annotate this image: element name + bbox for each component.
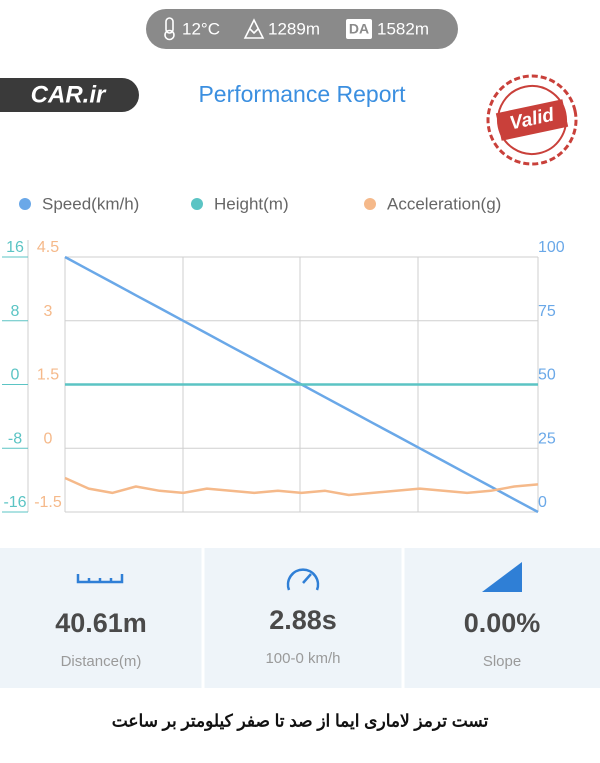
- y-tick-label: 25: [538, 430, 556, 447]
- thermometer-icon: [164, 17, 175, 41]
- legend-dot: [364, 198, 376, 210]
- stat-label: 100-0 km/h: [265, 650, 340, 667]
- density-altitude: 1582m: [377, 19, 429, 38]
- stamp: [486, 74, 578, 166]
- stat-value: 0.00%: [464, 608, 541, 638]
- altitude: 1289m: [268, 19, 320, 38]
- legend-label: Height(m): [214, 194, 289, 213]
- y3-tick-label: 1.5: [37, 367, 59, 384]
- temperature: 12°C: [182, 19, 220, 38]
- y-tick-label: 75: [538, 303, 556, 320]
- da-badge: DA: [349, 21, 369, 37]
- legend-dot: [19, 198, 31, 210]
- y3-tick-label: 4.5: [37, 239, 59, 256]
- ruler-icon: [76, 574, 124, 584]
- y2-tick-label: 0: [11, 367, 20, 384]
- y3-tick-label: 3: [44, 303, 53, 320]
- stat-value: 2.88s: [269, 605, 337, 635]
- y2-tick-label: 16: [6, 239, 24, 256]
- y-tick-label: 50: [538, 367, 556, 384]
- y-tick-label: 0: [538, 494, 547, 511]
- logo: CAR.ir: [31, 81, 107, 108]
- logo-bg: [0, 78, 139, 112]
- y2-tick-label: 8: [11, 303, 20, 320]
- y-tick-label: 100: [538, 239, 565, 256]
- stats-panel: [0, 548, 600, 688]
- da-badge-box: [346, 19, 372, 39]
- title: Performance Report: [198, 81, 406, 107]
- legend-label: Acceleration(g): [387, 194, 501, 213]
- status-pill: [146, 9, 458, 49]
- series-line: [64, 476, 539, 497]
- mountain-icon: [243, 18, 265, 39]
- y2-tick-label: -16: [3, 494, 26, 511]
- y2-tick-label: -8: [8, 430, 22, 447]
- stat-label: Slope: [483, 653, 521, 670]
- y3-tick-label: 0: [44, 430, 53, 447]
- stat-label: Distance(m): [61, 653, 142, 670]
- legend-label: Speed(km/h): [42, 194, 139, 213]
- gauge-icon: [286, 568, 320, 591]
- caption: تست ترمز لاماری ایما از صد تا صفر کیلومت…: [112, 711, 489, 731]
- stat-value: 40.61m: [55, 608, 147, 638]
- legend-dot: [191, 198, 203, 210]
- slope-icon: [482, 562, 522, 592]
- y3-tick-label: -1.5: [34, 494, 62, 511]
